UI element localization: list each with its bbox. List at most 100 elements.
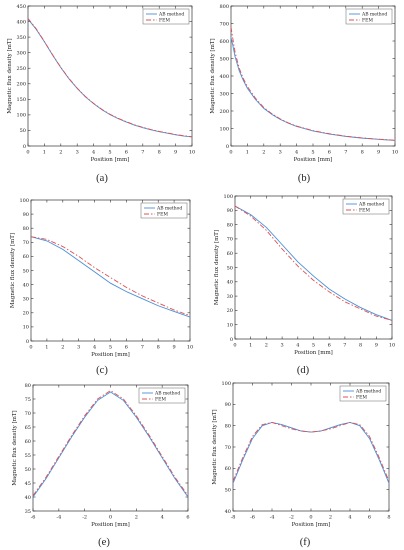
y-tick-label: 80 bbox=[227, 222, 233, 228]
series-line-fem bbox=[234, 205, 393, 321]
y-tick-label: 0 bbox=[226, 144, 229, 150]
x-tick-label: 5 bbox=[312, 343, 315, 349]
panel-label: (a) bbox=[96, 173, 108, 184]
y-tick-label: 700 bbox=[219, 21, 229, 27]
x-tick-label: 0 bbox=[309, 515, 312, 521]
x-tick-label: 8 bbox=[387, 515, 390, 521]
y-axis-label: Magnetic flux density [mT] bbox=[210, 38, 216, 113]
y-tick-label: 40 bbox=[225, 509, 231, 515]
y-tick-label: 300 bbox=[219, 91, 229, 97]
y-tick-label: 50 bbox=[225, 487, 231, 493]
y-tick-label: 20 bbox=[227, 308, 233, 314]
y-tick-label: 70 bbox=[25, 411, 31, 417]
plot-frame bbox=[230, 5, 396, 147]
y-tick-label: 90 bbox=[227, 208, 233, 214]
x-axis-label: Position [mm] bbox=[91, 157, 130, 163]
y-tick-label: 40 bbox=[227, 280, 233, 286]
y-tick-label: 0 bbox=[230, 337, 233, 343]
x-tick-label: -6 bbox=[250, 515, 255, 521]
x-tick-label: 8 bbox=[361, 150, 364, 156]
x-tick-label: 4 bbox=[296, 343, 299, 349]
y-tick-label: 70 bbox=[225, 445, 231, 451]
x-tick-label: -4 bbox=[270, 515, 275, 521]
y-tick-label: 400 bbox=[16, 19, 26, 25]
panel-label: (b) bbox=[298, 173, 311, 184]
x-tick-label: 8 bbox=[158, 150, 161, 156]
plot-frame bbox=[32, 384, 189, 512]
x-tick-label: -6 bbox=[31, 515, 36, 521]
x-tick-label: 5 bbox=[109, 345, 112, 351]
series-line-fem bbox=[232, 422, 390, 482]
y-tick-label: 0 bbox=[26, 339, 29, 345]
x-tick-label: 10 bbox=[187, 345, 193, 351]
legend-entry: FEM bbox=[157, 212, 168, 218]
x-tick-label: 3 bbox=[76, 150, 79, 156]
x-axis-label: Position [mm] bbox=[294, 350, 333, 356]
y-tick-label: 350 bbox=[16, 35, 26, 41]
chart-panel-f: -8 -6 -4 -2 0 2 4 6 8 40 50 60 70 80 90 100 Position [mm… bbox=[212, 381, 391, 548]
x-tick-label: 1 bbox=[249, 343, 252, 349]
x-tick-label: 10 bbox=[389, 343, 395, 349]
plot-frame bbox=[234, 195, 393, 340]
chart-panel-c: 0 1 2 3 4 5 6 7 8 9 100102030405060708090100Positi… bbox=[10, 198, 193, 376]
x-axis-label: Position [mm] bbox=[292, 522, 331, 528]
y-tick-label: 30 bbox=[23, 297, 29, 303]
x-tick-label: 9 bbox=[173, 345, 176, 351]
y-tick-label: 60 bbox=[23, 254, 29, 260]
panel-label: (c) bbox=[96, 365, 108, 376]
x-tick-label: 7 bbox=[344, 150, 347, 156]
y-tick-label: 40 bbox=[23, 282, 29, 288]
y-tick-label: 800 bbox=[219, 4, 229, 10]
plot-frame bbox=[30, 199, 191, 342]
x-tick-label: 4 bbox=[295, 150, 298, 156]
x-tick-label: 6 bbox=[125, 345, 128, 351]
legend-entry: FEM bbox=[359, 208, 370, 214]
x-tick-label: 5 bbox=[108, 150, 111, 156]
x-axis-label: Position [mm] bbox=[91, 522, 130, 528]
x-tick-label: -8 bbox=[231, 515, 236, 521]
x-tick-label: 2 bbox=[262, 150, 265, 156]
series-line-ab-method bbox=[234, 205, 393, 321]
x-tick-label: 1 bbox=[45, 345, 48, 351]
y-tick-label: 80 bbox=[225, 423, 231, 429]
y-tick-label: 80 bbox=[23, 226, 29, 232]
y-tick-label: 100 bbox=[223, 194, 233, 200]
y-tick-label: 45 bbox=[25, 481, 31, 487]
x-tick-label: 7 bbox=[141, 345, 144, 351]
x-tick-label: 4 bbox=[93, 345, 96, 351]
x-tick-label: 0 bbox=[29, 345, 32, 351]
x-tick-label: 10 bbox=[189, 150, 195, 156]
y-axis-label: Magnetic flux density [mT] bbox=[214, 230, 220, 305]
chart-panel-d: 0 1 2 3 4 5 6 7 8 9 100102030405060708090100Positi… bbox=[214, 194, 395, 376]
y-axis-label: Magnetic flux density [mT] bbox=[212, 409, 218, 484]
y-tick-label: 400 bbox=[219, 74, 229, 80]
y-tick-label: 50 bbox=[20, 128, 26, 134]
series-line-fem bbox=[230, 26, 396, 141]
y-tick-label: 50 bbox=[23, 268, 29, 274]
y-axis-label: Magnetic flux density [mT] bbox=[12, 410, 18, 485]
y-tick-label: 50 bbox=[227, 265, 233, 271]
x-tick-label: 8 bbox=[157, 345, 160, 351]
series-line-ab-method bbox=[30, 236, 191, 318]
legend-entry: AB method bbox=[154, 391, 180, 397]
x-axis-label: Position [mm] bbox=[91, 352, 130, 358]
plot-frame bbox=[232, 382, 390, 512]
plot-frame bbox=[27, 5, 193, 147]
x-tick-label: 4 bbox=[92, 150, 95, 156]
panel-label: (e) bbox=[98, 537, 110, 548]
y-axis-label: Magnetic flux density [mT] bbox=[7, 38, 13, 113]
y-tick-label: 200 bbox=[16, 82, 26, 88]
y-tick-label: 40 bbox=[25, 495, 31, 501]
x-tick-label: 6 bbox=[328, 150, 331, 156]
x-tick-label: 2 bbox=[135, 515, 138, 521]
chart-panel-e: -6 -4 -2 0 2 4 6 35 40 45 50 55 60 65 70 75 80 Position [… bbox=[12, 383, 190, 548]
x-tick-label: 5 bbox=[311, 150, 314, 156]
y-tick-label: 65 bbox=[25, 425, 31, 431]
panel-label: (d) bbox=[297, 365, 310, 376]
y-tick-label: 10 bbox=[227, 323, 233, 329]
y-tick-label: 0 bbox=[23, 144, 26, 150]
x-tick-label: 4 bbox=[348, 515, 351, 521]
